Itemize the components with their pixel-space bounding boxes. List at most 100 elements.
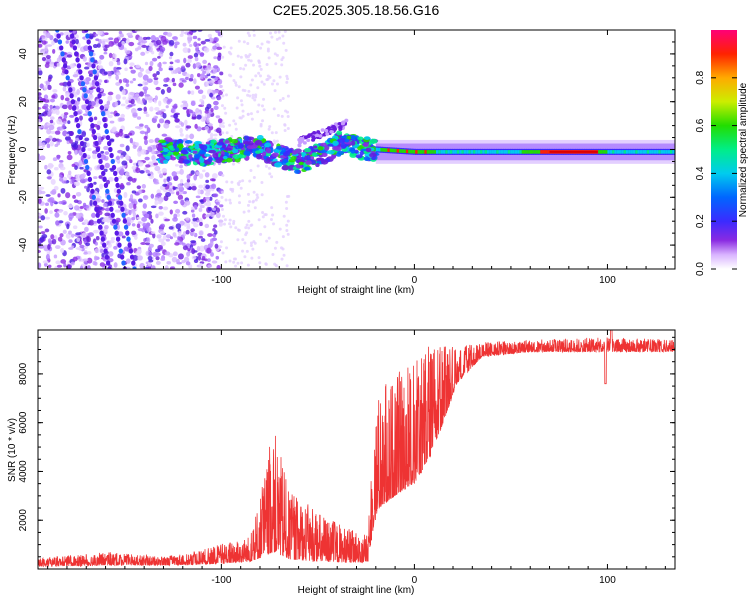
spectrogram-noise-cell	[58, 174, 63, 178]
spectrogram-noise-cell	[171, 171, 177, 177]
spectrogram-noise-cell	[81, 105, 85, 110]
spectrogram-signal-cell	[298, 162, 304, 166]
spectrogram-band-cell	[616, 150, 620, 154]
spectrogram-noise-cell	[61, 104, 68, 110]
spectrogram-noise-cell	[281, 97, 285, 101]
spectrogram-noise-cell	[72, 256, 78, 262]
spectrogram-noise-cell	[127, 176, 133, 182]
spectrogram-noise-cell	[93, 220, 98, 224]
spectrogram-noise-cell	[116, 72, 121, 76]
spectrogram-noise-cell	[173, 200, 179, 204]
spectrogram-noise-cell	[76, 237, 81, 242]
spectrogram-noise-cell	[158, 173, 164, 179]
spectrogram-noise-cell	[278, 36, 282, 40]
spectrogram-noise-cell	[263, 225, 267, 229]
spectrogram-noise-cell	[264, 213, 268, 217]
spectrogram-noise-cell	[234, 122, 238, 126]
spectrogram-branch-cell	[324, 128, 329, 133]
spectrogram-noise-cell	[87, 265, 91, 269]
spectrogram-noise-cell	[273, 89, 277, 93]
spectrogram-noise-cell	[87, 62, 93, 68]
spectrogram-noise-cell	[213, 100, 219, 106]
spectrogram-noise-cell	[202, 213, 207, 220]
spectrogram-band-cell	[396, 148, 400, 153]
spectrogram-noise-cell	[109, 120, 115, 124]
spectrogram-band-cell	[380, 147, 384, 152]
spectrogram-noise-cell	[88, 73, 93, 77]
spectrogram-noise-cell	[194, 123, 198, 129]
spectrogram-noise-cell	[154, 197, 159, 202]
spectrogram-noise-cell	[202, 70, 207, 74]
spectrogram-noise-cell	[192, 217, 197, 222]
spectrogram-noise-cell	[275, 37, 279, 41]
spectrogram-streak-cell	[117, 194, 123, 200]
spectrogram-noise-cell	[146, 127, 151, 134]
spectrogram-branch-cell	[341, 120, 346, 124]
spectrogram-noise-cell	[204, 38, 211, 42]
spectrogram-noise-cell	[237, 39, 241, 43]
spectrogram-noise-cell	[191, 220, 197, 225]
spectrogram-noise-cell	[66, 223, 70, 230]
spectrogram-signal-cell	[365, 147, 372, 153]
spectrogram-noise-cell	[136, 116, 142, 120]
spectrogram-noise-cell	[131, 223, 136, 227]
spectrogram-signal-cell	[350, 140, 356, 146]
spectrogram-noise-cell	[219, 84, 223, 89]
spectrogram-noise-cell	[154, 106, 160, 111]
spectrogram-noise-cell	[209, 240, 214, 247]
spectrogram-noise-cell	[202, 59, 208, 64]
spectrogram-noise-cell	[190, 209, 195, 213]
spectrogram-noise-cell	[70, 245, 75, 249]
spectrogram-noise-cell	[104, 32, 109, 36]
spectrogram-band-cell	[630, 150, 634, 154]
spectrogram-noise-cell	[104, 44, 110, 49]
spectrogram-noise-cell	[213, 89, 219, 94]
spectrogram-noise-cell	[186, 109, 190, 115]
spectrogram-noise-cell	[274, 62, 278, 66]
spectrogram-noise-cell	[62, 86, 67, 92]
spectrogram-band-cell	[417, 150, 421, 154]
spectrogram-signal-cell	[363, 142, 369, 147]
spectrogram-noise-cell	[259, 232, 263, 236]
spectrogram-streak-cell	[128, 248, 134, 254]
spectrogram-signal-cell	[182, 159, 191, 164]
spectrogram-noise-cell	[175, 188, 180, 192]
spectrogram-band-cell	[612, 150, 615, 154]
spectrogram-noise-cell	[59, 233, 64, 238]
spectrogram-noise-cell	[38, 125, 43, 129]
spectrogram-noise-cell	[158, 67, 163, 72]
spectrogram-noise-cell	[104, 79, 108, 84]
spectrogram-noise-cell	[221, 94, 225, 98]
spectrogram-noise-cell	[79, 265, 84, 269]
spectrogram-noise-cell	[75, 212, 82, 219]
spectrogram-noise-cell	[135, 250, 141, 256]
spectrogram-noise-cell	[228, 222, 232, 226]
spectrogram-noise-cell	[206, 103, 212, 109]
spectrogram-band-cell	[621, 150, 625, 154]
spectrogram-x-axis-label: Height of straight line (km)	[298, 285, 415, 296]
spectrogram-streak-cell	[104, 254, 110, 260]
spectrogram-noise-cell	[145, 169, 150, 174]
spectrogram-streak-cell	[98, 224, 103, 230]
spectrogram-noise-cell	[144, 266, 149, 269]
spectrogram-noise-cell	[125, 135, 130, 139]
spectrogram-noise-cell	[143, 88, 148, 95]
spectrogram-noise-cell	[59, 32, 64, 36]
spectrogram-noise-cell	[89, 199, 93, 207]
spectrogram-noise-cell	[229, 225, 233, 229]
spectrogram-noise-cell	[53, 254, 58, 259]
spectrogram-noise-cell	[129, 80, 134, 84]
spectrogram-noise-cell	[200, 238, 206, 242]
spectrogram-signal-cell	[340, 135, 348, 139]
spectrogram-streak-cell	[116, 188, 122, 194]
spectrogram-noise-cell	[212, 193, 219, 198]
spectrogram-signal-cell	[320, 142, 328, 147]
spectrogram-x-tick-label: -100	[211, 275, 231, 286]
spectrogram-noise-cell	[228, 123, 232, 127]
spectrogram-noise-cell	[157, 201, 162, 205]
spectrogram-signal-cell	[194, 143, 200, 150]
spectrogram-noise-cell	[141, 184, 147, 189]
spectrogram-band-cell	[403, 149, 407, 154]
spectrogram-noise-cell	[38, 154, 41, 161]
spectrogram-noise-cell	[81, 232, 87, 239]
